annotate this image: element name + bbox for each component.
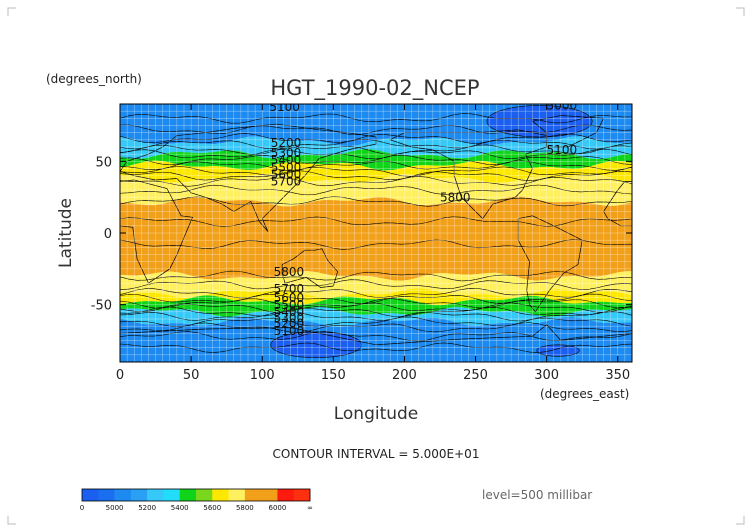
low-region <box>536 344 580 357</box>
corner-mark-bottom-left <box>7 516 16 525</box>
y-tick-label: -50 <box>91 299 112 314</box>
contour-label: 5700 <box>271 175 302 189</box>
y-units-label: (degrees_north) <box>46 72 142 86</box>
colorbar-swatch <box>196 489 213 501</box>
x-tick-label: 50 <box>183 368 200 383</box>
colorbar: 0 5000 5200 5400 5600 5800 6000 ∞ <box>80 488 313 512</box>
y-tick-label: 0 <box>104 227 112 242</box>
colorbar-frame <box>81 488 311 502</box>
x-tick-label: 300 <box>534 368 559 383</box>
x-tick-label: 0 <box>116 368 124 383</box>
colorbar-swatch <box>114 489 132 501</box>
contour-label: 5600 <box>271 168 302 182</box>
colorbar-swatch <box>293 489 311 501</box>
contour-label: 5100 <box>274 324 305 338</box>
contour-label: 5100 <box>269 100 300 114</box>
x-units-label: (degrees_east) <box>540 387 629 401</box>
colorbar-swatch <box>228 489 246 501</box>
x-tick-label: 100 <box>250 368 275 383</box>
colorbar-swatch <box>212 489 229 501</box>
contour-label: 5300 <box>274 311 305 325</box>
colorbar-swatch <box>163 489 181 501</box>
colorbar-label: ∞ <box>307 504 313 512</box>
colorbar-swatch <box>179 489 197 501</box>
y-axis-title: Latitude <box>56 198 76 268</box>
x-tick-label: 150 <box>321 368 346 383</box>
colorbar-label: 5000 <box>106 504 124 512</box>
contour-label: 5200 <box>274 317 305 331</box>
level-text: level=500 millibar <box>482 488 592 502</box>
contour-label: 5600 <box>274 291 305 305</box>
contour-label: 5400 <box>274 305 305 319</box>
x-tick-label: 350 <box>605 368 630 383</box>
grid-lines <box>120 104 632 362</box>
contour-label: 5200 <box>271 136 302 150</box>
contour-label: 5300 <box>271 146 302 160</box>
colorbar-label: 5600 <box>203 504 221 512</box>
colorbar-label: 6000 <box>269 504 287 512</box>
contour-interval-text: CONTOUR INTERVAL = 5.000E+01 <box>273 447 480 461</box>
colorbar-swatch <box>147 489 164 501</box>
corner-mark-top-left <box>7 7 16 16</box>
contour-label: 5500 <box>271 160 302 174</box>
colorbar-label: 5800 <box>236 504 254 512</box>
colorbar-swatch <box>277 489 295 501</box>
contour-label: 5400 <box>271 153 302 167</box>
corner-mark-top-right <box>736 7 745 16</box>
contour-label: 5700 <box>274 282 305 296</box>
x-axis-ticks: 0 50 100 150 200 250 300 350 <box>116 104 630 383</box>
continent-outline <box>603 181 632 227</box>
x-axis-title: Longitude <box>334 404 419 424</box>
colorbar-swatch <box>244 489 262 501</box>
chart-title: HGT_1990-02_NCEP <box>270 76 479 101</box>
contour-label: 5100 <box>547 143 578 157</box>
corner-mark-bottom-right <box>736 516 745 525</box>
contour-label: 5800 <box>274 265 305 279</box>
x-tick-label: 250 <box>463 368 488 383</box>
contour-label: 5800 <box>440 190 471 204</box>
y-tick-label: 50 <box>95 155 112 170</box>
plot-area: 5000510051005200530054005500560057005800… <box>120 99 632 362</box>
colorbar-label: 5200 <box>138 504 156 512</box>
colorbar-swatch <box>98 489 115 501</box>
colorbar-label: 0 <box>80 504 84 512</box>
contour-labels: 5000510051005200530054005500560057005800… <box>269 99 578 338</box>
y-axis-ticks: -50 0 50 <box>91 155 632 314</box>
x-tick-label: 200 <box>392 368 417 383</box>
colorbar-swatch <box>130 489 148 501</box>
contour-label: 5500 <box>274 298 305 312</box>
colorbar-swatch <box>261 489 278 501</box>
colorbar-label: 5400 <box>171 504 189 512</box>
colorbar-swatch <box>82 489 99 501</box>
contour-label: 5000 <box>547 99 578 113</box>
